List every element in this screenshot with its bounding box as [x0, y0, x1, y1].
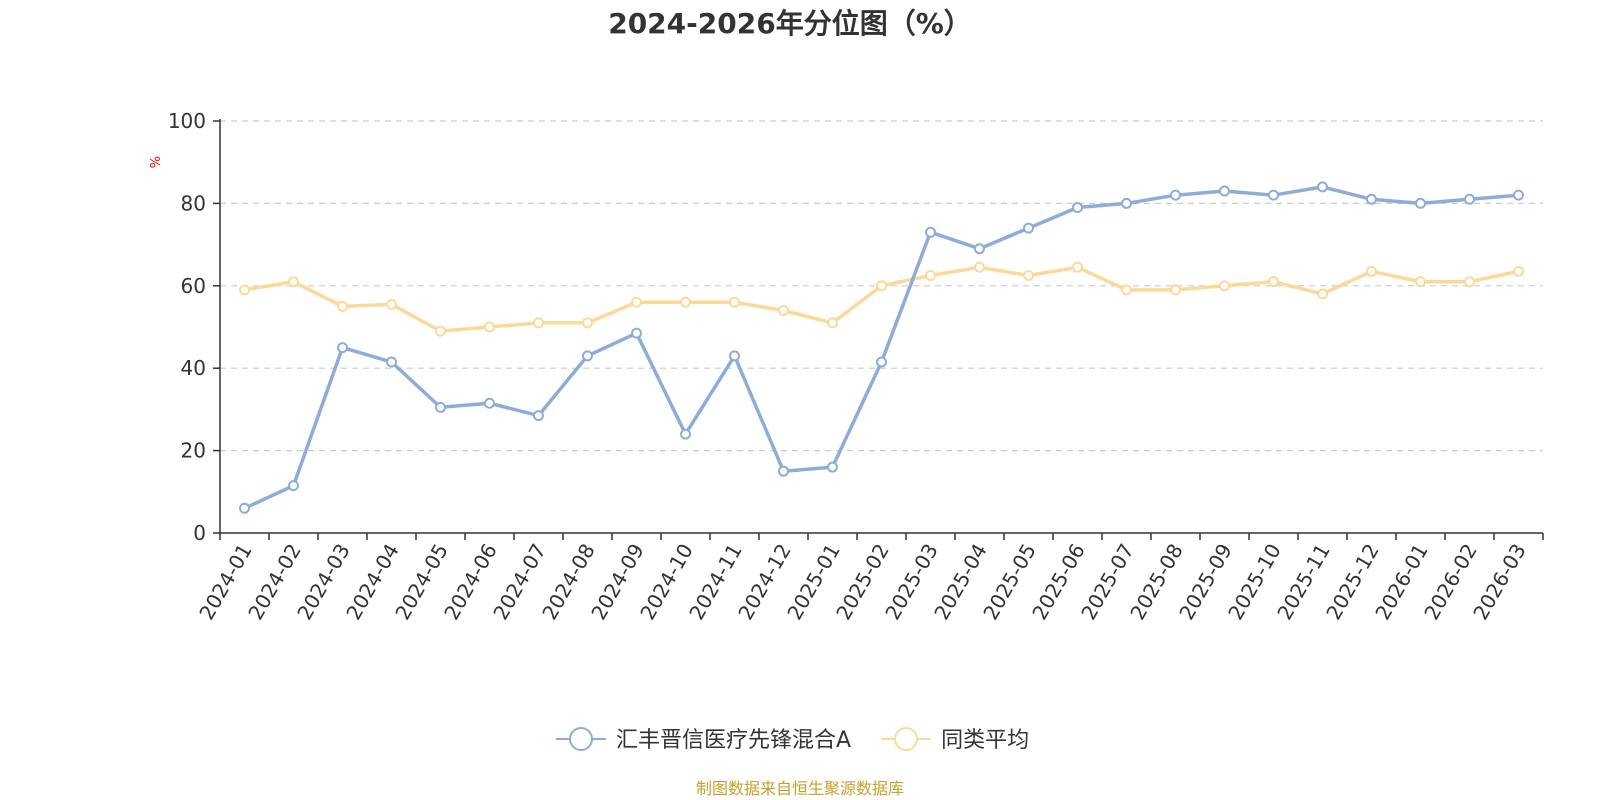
x-axis: 2024-012024-022024-032024-042024-052024-… [194, 532, 1544, 624]
data-point [1219, 185, 1230, 197]
series-line [244, 265, 1519, 333]
data-point [729, 296, 740, 308]
data-point [582, 350, 593, 362]
legend-label: 汇丰晋信医疗先锋混合A [616, 728, 851, 753]
data-point [729, 350, 740, 362]
legend-item: 汇丰晋信医疗先锋混合A [556, 727, 851, 753]
data-point [435, 325, 446, 337]
data-point [876, 280, 887, 292]
y-axis-unit-label: % [149, 156, 164, 168]
data-point [288, 276, 299, 288]
y-tick-label: 80 [181, 191, 206, 215]
data-point [1464, 276, 1475, 288]
y-axis: 0 20 40 60 80 100 [168, 109, 221, 545]
data-point [1415, 276, 1426, 288]
data-point [582, 317, 593, 329]
data-point [1464, 193, 1475, 205]
data-point [1268, 276, 1279, 288]
series-layer [239, 181, 1524, 514]
data-point [1366, 193, 1377, 205]
y-tick-label: 60 [181, 274, 206, 298]
data-point [1513, 189, 1524, 201]
data-point [435, 401, 446, 413]
y-tick-label: 20 [181, 439, 206, 463]
data-point [680, 428, 691, 440]
data-point [239, 284, 250, 296]
data-point [484, 397, 495, 409]
legend-marker [894, 727, 919, 751]
data-point [1072, 261, 1083, 273]
y-tick-label: 0 [193, 521, 206, 545]
data-point [827, 461, 838, 473]
data-point [1121, 197, 1132, 209]
data-point [1513, 265, 1524, 277]
data-point [386, 356, 397, 368]
data-point [533, 317, 544, 329]
legend: 汇丰晋信医疗先锋混合A 同类平均 [556, 727, 1029, 753]
data-point [925, 226, 936, 238]
data-point [1023, 222, 1034, 234]
data-point [239, 502, 250, 514]
y-tick-label: 40 [181, 356, 206, 380]
data-point [778, 305, 789, 317]
data-point [1072, 202, 1083, 214]
series-line [243, 185, 1519, 510]
source-note: 制图数据来自恒生聚源数据库 [696, 779, 904, 798]
data-point [827, 317, 838, 329]
data-point [974, 243, 985, 255]
data-point [337, 342, 348, 354]
legend-label: 同类平均 [941, 728, 1029, 753]
chart-title: 2024-2026年分位图（%） [608, 7, 972, 40]
data-point [680, 296, 691, 308]
data-point [876, 356, 887, 368]
data-point [484, 321, 495, 333]
data-point [1170, 284, 1181, 296]
data-point [1121, 284, 1132, 296]
data-point [1317, 288, 1328, 300]
data-point [1170, 189, 1181, 201]
legend-marker [569, 727, 593, 751]
legend-item: 同类平均 [881, 727, 1029, 753]
data-point [1268, 189, 1279, 201]
data-point [1317, 181, 1328, 193]
series-汇丰晋信医疗先锋混合A [239, 181, 1524, 514]
data-point [925, 270, 936, 281]
data-point [533, 410, 544, 422]
y-tick-label: 100 [168, 109, 206, 133]
data-point [337, 300, 348, 312]
data-point [1219, 280, 1230, 292]
data-point [386, 298, 397, 310]
data-point [288, 480, 299, 492]
data-point [1415, 197, 1426, 209]
series-同类平均 [239, 261, 1524, 337]
data-point [631, 296, 642, 308]
data-point [778, 465, 789, 477]
data-point [1366, 265, 1377, 277]
data-point [631, 327, 642, 339]
data-point [974, 261, 985, 273]
data-point [1023, 270, 1034, 281]
